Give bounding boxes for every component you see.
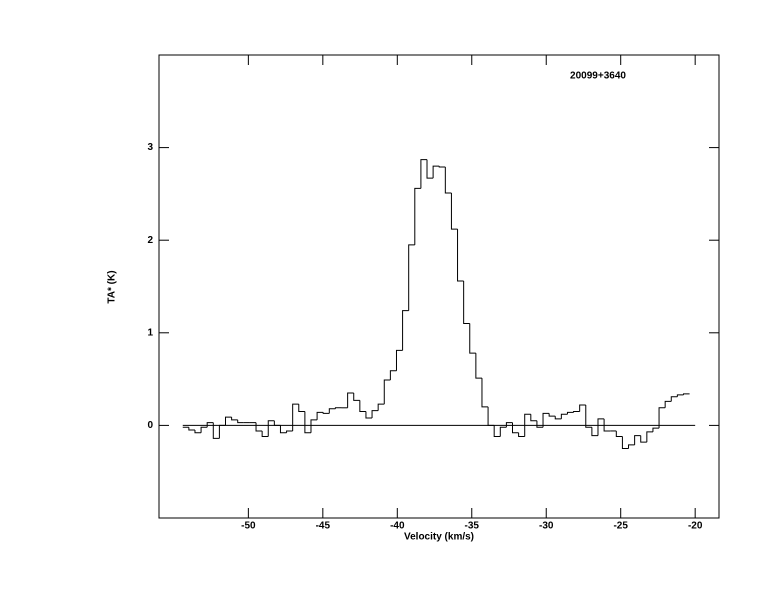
spectrum-channel [554, 416, 562, 420]
spectrum-channel [408, 244, 415, 311]
spectrum-channel [426, 159, 434, 179]
spectrum-channel [664, 400, 672, 408]
spectrum-channel [548, 413, 556, 417]
spectrum-channel [328, 408, 336, 414]
spectrum-channel [334, 407, 342, 409]
spectrum-channel [603, 418, 611, 432]
spectrum-channel [365, 411, 373, 419]
spectrum-channel [591, 427, 598, 437]
spectrum-channel [298, 404, 305, 413]
spectrum-channel [402, 310, 409, 351]
spectrum-channel [493, 425, 501, 438]
spectrum-channel [322, 412, 330, 414]
spectrum-channel [634, 435, 641, 445]
spectrum-channel [640, 435, 647, 443]
x-tick-label: -35 [465, 521, 480, 532]
spectrum-channel [560, 413, 568, 419]
spectrum-channel [261, 430, 269, 438]
spectrum-channel [194, 430, 202, 434]
x-tick-label: -25 [613, 521, 628, 532]
spectrum-channel [450, 192, 458, 230]
spectrum-channel [255, 422, 263, 432]
spectrum-channel [597, 418, 605, 436]
x-tick-label: -20 [688, 521, 703, 532]
spectrum-channel [670, 396, 678, 402]
spectrum-channel [383, 379, 391, 405]
spectrum-channel [188, 427, 195, 431]
spectrum-channel [237, 419, 244, 424]
spectrum-channel [218, 424, 226, 439]
y-tick-label: 2 [147, 235, 153, 246]
x-axis-label: Velocity (km/s) [404, 532, 474, 543]
spectrum-channel [212, 422, 220, 439]
plot-frame [158, 54, 720, 519]
spectrum-channel [658, 407, 666, 429]
spectrum-channel [353, 392, 360, 401]
y-tick-label: 3 [147, 142, 153, 153]
spectrum-channel [615, 430, 623, 438]
spectrum-channel [536, 420, 544, 428]
spectrum-channel [420, 159, 428, 189]
spectrum-channel [389, 370, 397, 381]
spectrum-channel [206, 422, 214, 428]
spectrum-channel [487, 406, 495, 426]
y-axis-label: TA* (K) [107, 270, 118, 303]
annotation: 20099+3640 [570, 71, 626, 82]
spectrum-channel [279, 425, 287, 434]
y-tick-label: 1 [147, 327, 153, 338]
spectrum-channel [676, 394, 684, 397]
spectrum-channel [542, 412, 550, 428]
spectrum-channel [359, 400, 366, 413]
spectrum-channel [438, 166, 446, 168]
spectrum-channel [463, 280, 470, 325]
spectrum-channel [347, 392, 354, 408]
spectrum-channel [310, 419, 318, 433]
spectrum-channel [518, 432, 525, 438]
spectrum-channel [512, 422, 519, 434]
spectrum-channel [395, 349, 403, 371]
spectrum-channel [273, 420, 281, 426]
spectrum-channel [682, 393, 690, 395]
y-tick-label: 0 [147, 420, 153, 431]
spectrum-channel [573, 411, 580, 413]
spectrum-channel [621, 436, 629, 450]
spectrum-channel [267, 420, 275, 437]
spectrum-channel [200, 426, 208, 433]
spectrum-channel [566, 411, 574, 415]
spectrum-channel [530, 414, 537, 422]
spectrum-channel [628, 444, 635, 449]
spectrum-channel [646, 431, 653, 443]
spectrum-channel [231, 417, 238, 421]
x-tick-label: -45 [316, 521, 331, 532]
spectrum-channel [414, 187, 421, 245]
spectrum-channel [377, 403, 385, 411]
x-tick-label: -40 [390, 521, 405, 532]
spectrum-channel [457, 229, 464, 282]
spectrum-channel [444, 167, 452, 194]
spectrum-channel [579, 404, 586, 412]
spectrum-channel [505, 422, 513, 428]
spectrum-channel [316, 411, 324, 420]
spectrum-channel [524, 413, 531, 437]
spectrum-channel [585, 405, 592, 428]
spectrum-channel [432, 165, 440, 179]
spectrum-channel [481, 378, 489, 408]
spectrum-channel [499, 426, 507, 437]
spectrum-channel [469, 323, 476, 354]
spectrum-channel [304, 411, 311, 434]
spectrum-channel [286, 430, 293, 433]
spectrum-channel [652, 427, 660, 432]
spectrum-channel [225, 416, 232, 426]
spectrum-channel [475, 353, 482, 379]
x-tick-label: -30 [539, 521, 554, 532]
spectrum-channel [371, 410, 379, 418]
spectrum-channel [292, 403, 299, 431]
x-tick-label: -50 [241, 521, 256, 532]
